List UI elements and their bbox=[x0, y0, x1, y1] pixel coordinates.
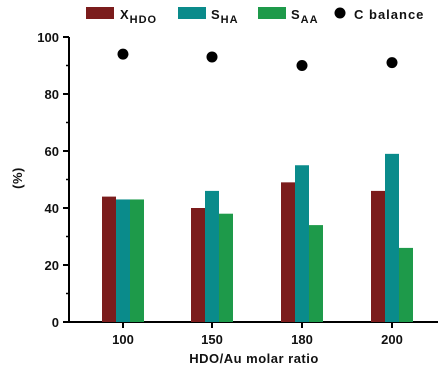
legend-label-c-balance: C balance bbox=[354, 7, 424, 22]
c-balance-point-150 bbox=[206, 51, 218, 63]
y-tick-label: 100 bbox=[37, 30, 59, 45]
legend-swatch-s-ha bbox=[178, 7, 206, 19]
bar-s-aa-180 bbox=[309, 225, 323, 322]
bars bbox=[102, 153, 413, 322]
bar-s-ha-180 bbox=[295, 165, 309, 322]
x-axis-label: HDO/Au molar ratio bbox=[189, 351, 319, 366]
legend: XHDO SHA SAA C balance bbox=[86, 7, 424, 26]
c-balance-point-200 bbox=[386, 57, 398, 69]
bar-x-hdo-200 bbox=[371, 190, 385, 322]
bar-s-aa-100 bbox=[130, 199, 144, 322]
legend-marker-c-balance bbox=[334, 7, 346, 19]
y-tick-label: 0 bbox=[52, 315, 59, 330]
y-tick-label: 40 bbox=[45, 201, 59, 216]
x-ticks: 100 150 180 200 bbox=[112, 322, 403, 347]
bar-s-ha-150 bbox=[205, 190, 219, 322]
c-balance-point-180 bbox=[296, 60, 308, 71]
y-ticks: 0 20 40 60 80 100 bbox=[37, 30, 69, 330]
legend-item-x-hdo: XHDO bbox=[86, 7, 157, 26]
x-tick-label: 200 bbox=[381, 332, 403, 347]
y-axis-label: (%) bbox=[10, 167, 25, 189]
bar-x-hdo-180 bbox=[281, 182, 295, 322]
y-tick-label: 80 bbox=[45, 87, 59, 102]
bar-x-hdo-150 bbox=[191, 208, 205, 322]
bar-s-ha-200 bbox=[385, 153, 399, 322]
x-tick-label: 180 bbox=[291, 332, 313, 347]
legend-item-c-balance: C balance bbox=[334, 7, 424, 22]
bar-s-aa-150 bbox=[219, 213, 233, 322]
legend-label-s-aa: SAA bbox=[291, 7, 319, 26]
c-balance-points bbox=[117, 48, 398, 71]
bar-x-hdo-100 bbox=[102, 196, 116, 322]
legend-swatch-x-hdo bbox=[86, 7, 114, 19]
legend-label-x-hdo: XHDO bbox=[120, 7, 157, 26]
y-tick-label: 60 bbox=[45, 144, 59, 159]
bar-s-aa-200 bbox=[399, 247, 413, 322]
y-tick-label: 20 bbox=[45, 258, 59, 273]
legend-swatch-s-aa bbox=[258, 7, 286, 19]
x-tick-label: 100 bbox=[112, 332, 134, 347]
x-tick-label: 150 bbox=[201, 332, 223, 347]
bar-s-ha-100 bbox=[116, 199, 130, 322]
legend-item-s-ha: SHA bbox=[178, 7, 239, 26]
legend-item-s-aa: SAA bbox=[258, 7, 319, 26]
legend-label-s-ha: SHA bbox=[211, 7, 239, 26]
c-balance-point-100 bbox=[117, 48, 129, 60]
